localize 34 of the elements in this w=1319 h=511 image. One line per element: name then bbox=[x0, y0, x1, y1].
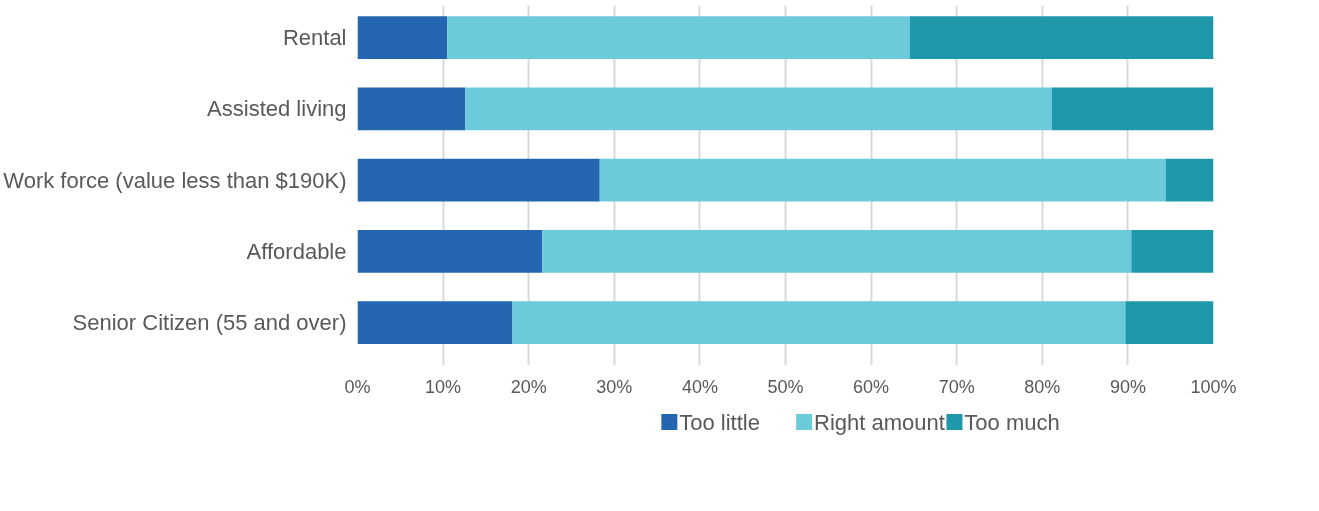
legend-label: Too little bbox=[679, 409, 760, 435]
x-tick-label: 10% bbox=[425, 376, 462, 397]
x-tick-label: 80% bbox=[1024, 376, 1061, 397]
x-tick-label: 90% bbox=[1109, 376, 1146, 397]
bar bbox=[909, 16, 1214, 59]
bar bbox=[357, 301, 513, 345]
x-tick-label: 30% bbox=[596, 376, 633, 397]
legend-label: Too much bbox=[964, 409, 1060, 435]
bar bbox=[1125, 301, 1214, 345]
x-tick-label: 50% bbox=[767, 376, 804, 397]
x-tick-label: 100% bbox=[1190, 376, 1237, 397]
x-tick-label: 70% bbox=[938, 376, 975, 397]
bar bbox=[1131, 230, 1214, 273]
bar bbox=[357, 87, 466, 131]
bar bbox=[357, 230, 543, 273]
y-tick-label: Work force (value less than $190K) bbox=[3, 167, 347, 193]
bar bbox=[542, 230, 1132, 273]
bar bbox=[447, 16, 910, 59]
y-tick-label: Assisted living bbox=[207, 96, 347, 122]
bar bbox=[1165, 158, 1214, 202]
bar bbox=[465, 87, 1052, 131]
x-tick-label: 60% bbox=[853, 376, 890, 397]
y-tick-label: Senior Citizen (55 and over) bbox=[72, 310, 347, 336]
bar bbox=[357, 158, 600, 202]
y-tick-label: Rental bbox=[282, 25, 347, 51]
bar bbox=[599, 158, 1166, 202]
x-tick-label: 40% bbox=[681, 376, 718, 397]
x-tick-label: 0% bbox=[344, 376, 371, 397]
legend-label: Right amount bbox=[814, 409, 945, 435]
x-tick-label: 20% bbox=[510, 376, 547, 397]
bar bbox=[1051, 87, 1214, 131]
y-tick-label: Affordable bbox=[246, 238, 347, 264]
bar bbox=[512, 301, 1126, 345]
bar bbox=[357, 16, 448, 59]
